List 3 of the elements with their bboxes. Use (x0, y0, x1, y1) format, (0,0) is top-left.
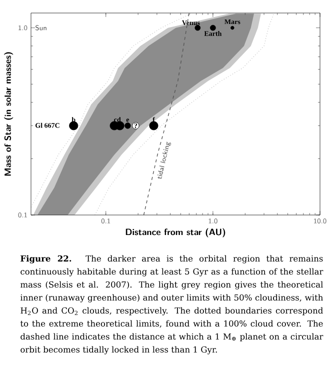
text: Figure 22. The darker area is the orbital region that remains continuously habitable during at least 5 Gyr as a function of the stellar mass (Selsis et al. 2007). The light grey region gives the theoretical inner (runaway greenhouse) and outer limits with 50% cloudiness, with H$_{2}$O and CO$_{2}$ clouds, respectively. The dotted boundaries correspond to the extreme theoretical limits, found with a 100% cloud cover. The dashed line indicates the distance at which a 1 M$_{⊕}$ planet on a circular orbit becomes tidally locked in less than 1 Gyr. (20, 255, 324, 354)
y-axis-title: Mass of Star (in solar masses) (4, 52, 14, 176)
x-axis-title: Distance from star (AU) (126, 228, 226, 238)
